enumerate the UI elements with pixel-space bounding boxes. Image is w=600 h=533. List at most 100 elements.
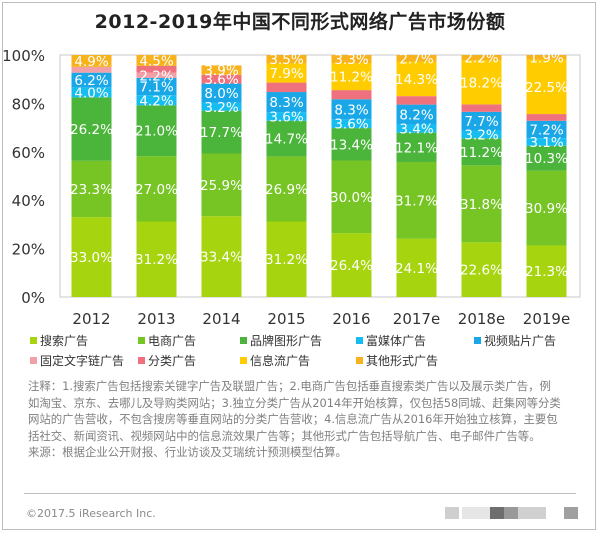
x-tick-label: 2014 — [202, 310, 240, 328]
bar-segment — [71, 72, 112, 88]
bar-segment — [266, 55, 307, 64]
bar-segment — [71, 97, 112, 161]
data-label: 11.2% — [330, 70, 373, 86]
legend-label: 品牌图形广告 — [250, 334, 323, 348]
bar-segment — [71, 87, 112, 98]
bar-segment — [526, 120, 567, 139]
bar-segment — [266, 112, 307, 121]
bar-segment — [266, 92, 307, 113]
legend-label: 信息流广告 — [250, 354, 311, 368]
note-line: 注释：1.搜索广告包括搜索关键字广告及联盟广告；2.电商广告包括垂直搜索类广告以… — [28, 379, 551, 393]
data-label: 6.2% — [74, 73, 108, 89]
legend-swatch — [240, 337, 247, 344]
x-tick-label: 2017e — [393, 310, 440, 328]
legend-item-text-link: 固定文字链广告 — [30, 352, 124, 369]
bar-segment — [136, 221, 177, 297]
x-tick-label: 2013 — [137, 310, 175, 328]
bar-segment — [461, 55, 502, 61]
data-label: 4.2% — [139, 93, 173, 109]
bar-segment — [266, 156, 307, 222]
y-tick-label: 80% — [12, 95, 45, 113]
y-tick-label: 60% — [12, 144, 45, 162]
data-label: 3.2% — [464, 127, 498, 143]
bar-segment — [266, 63, 307, 83]
legend-label: 固定文字链广告 — [40, 354, 125, 368]
bar-segment — [461, 60, 502, 105]
bar-segment — [201, 65, 242, 75]
bar-segment — [396, 161, 437, 239]
y-tick-label: 100% — [2, 47, 45, 65]
legend-item-brand-display: 品牌图形广告 — [240, 332, 322, 349]
data-label: 21.3% — [525, 264, 568, 280]
bar-segment — [526, 59, 567, 115]
data-label: 7.7% — [464, 114, 498, 130]
data-label: 8.3% — [334, 102, 368, 118]
y-tick-label: 20% — [12, 241, 45, 259]
data-label: 8.0% — [204, 86, 238, 102]
bar-segment — [71, 66, 112, 73]
bar-segment — [461, 138, 502, 166]
bar-segment — [526, 138, 567, 146]
data-label: 3.3% — [334, 52, 368, 68]
data-label: 25.9% — [200, 178, 243, 194]
bar-segment — [71, 217, 112, 297]
bar-segment — [526, 55, 567, 60]
bar-segment — [396, 96, 437, 105]
legend-item-ecommerce: 电商广告 — [138, 332, 196, 349]
legend-swatch — [240, 357, 247, 364]
data-label: 8.3% — [269, 95, 303, 111]
bar-segment — [526, 114, 567, 121]
x-tick-label: 2016 — [332, 310, 370, 328]
data-label: 3.2% — [204, 100, 238, 116]
bar-segment — [396, 61, 437, 97]
x-tick-label: 2012 — [72, 310, 110, 328]
bar-segment — [266, 120, 307, 157]
bar-segment — [331, 128, 372, 161]
logo-placeholder — [564, 507, 578, 519]
data-label: 3.4% — [399, 122, 433, 138]
data-label: 3.6% — [204, 72, 238, 88]
data-label: 27.0% — [135, 182, 178, 198]
bar-segment — [396, 104, 437, 125]
legend-item-video: 视频贴片广告 — [474, 332, 556, 349]
bar-segment — [331, 62, 372, 91]
bar-segment — [136, 156, 177, 222]
legend-label: 视频贴片广告 — [484, 334, 557, 348]
bar-segment — [461, 104, 502, 112]
bar-segment — [136, 65, 177, 73]
legend-swatch — [30, 357, 37, 364]
bar-segment — [461, 242, 502, 297]
bar-segment — [461, 111, 502, 131]
data-label: 7.2% — [529, 123, 563, 139]
legend-label: 电商广告 — [148, 334, 197, 348]
data-label: 3.5% — [269, 52, 303, 68]
legend-label: 其他形式广告 — [366, 354, 439, 368]
legend-swatch — [138, 337, 145, 344]
bar-segment — [201, 216, 242, 297]
data-label: 18.2% — [460, 75, 503, 91]
data-label: 1.9% — [529, 50, 563, 66]
bar-segment — [526, 170, 567, 246]
bar-segment — [136, 77, 177, 96]
data-label: 2.2% — [139, 68, 173, 84]
bar-segment — [201, 110, 242, 154]
data-label: 33.0% — [70, 250, 113, 266]
data-label: 31.7% — [395, 193, 438, 209]
data-label: 31.8% — [460, 197, 503, 213]
data-label: 14.7% — [265, 132, 308, 148]
bar-segment — [136, 55, 177, 66]
legend-swatch — [474, 337, 481, 344]
legend-swatch — [30, 337, 37, 344]
legend-label: 富媒体广告 — [366, 334, 427, 348]
data-label: 22.5% — [525, 80, 568, 96]
bar-segment — [396, 124, 437, 133]
data-label: 2.2% — [464, 51, 498, 67]
data-label: 26.9% — [265, 182, 308, 198]
data-label: 14.3% — [395, 72, 438, 88]
logo-placeholder — [518, 507, 546, 519]
y-tick-label: 0% — [21, 289, 45, 307]
footer-divider — [24, 493, 576, 494]
legend-swatch — [356, 337, 363, 344]
bar-segment — [331, 99, 372, 120]
